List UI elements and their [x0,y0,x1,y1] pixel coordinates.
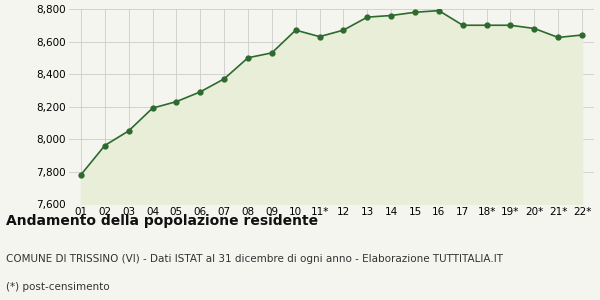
Text: Andamento della popolazione residente: Andamento della popolazione residente [6,214,318,229]
Text: (*) post-censimento: (*) post-censimento [6,282,110,292]
Text: COMUNE DI TRISSINO (VI) - Dati ISTAT al 31 dicembre di ogni anno - Elaborazione : COMUNE DI TRISSINO (VI) - Dati ISTAT al … [6,254,503,263]
